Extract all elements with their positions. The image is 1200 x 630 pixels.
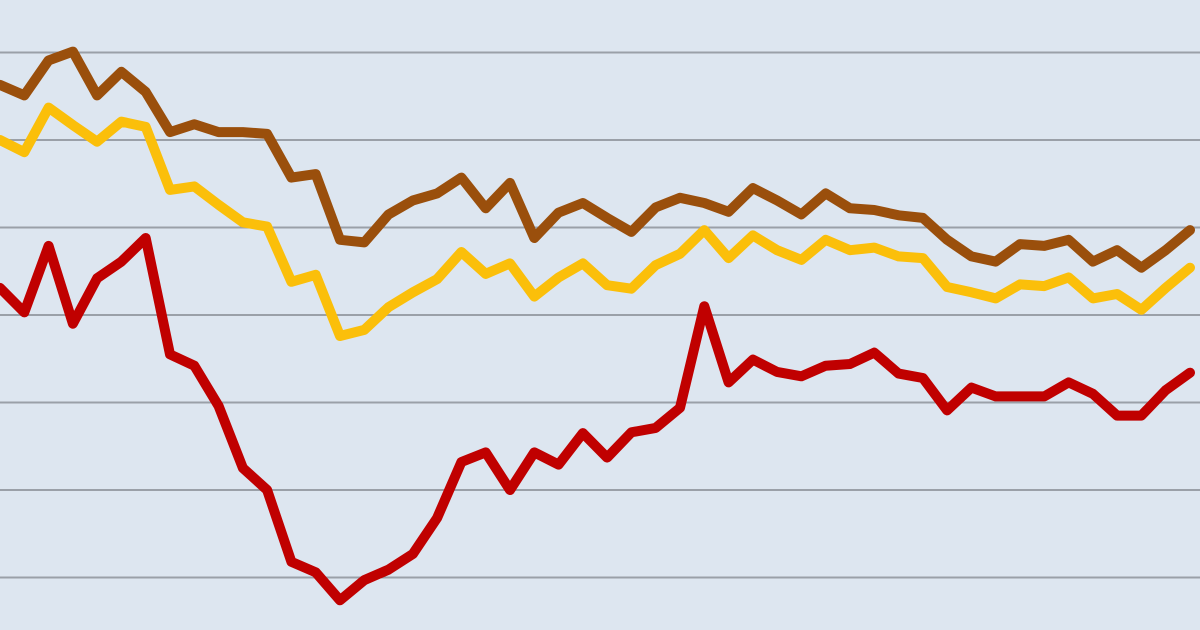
data-line xyxy=(0,46,1195,273)
data-line xyxy=(0,233,1195,606)
data-line xyxy=(0,102,1195,341)
